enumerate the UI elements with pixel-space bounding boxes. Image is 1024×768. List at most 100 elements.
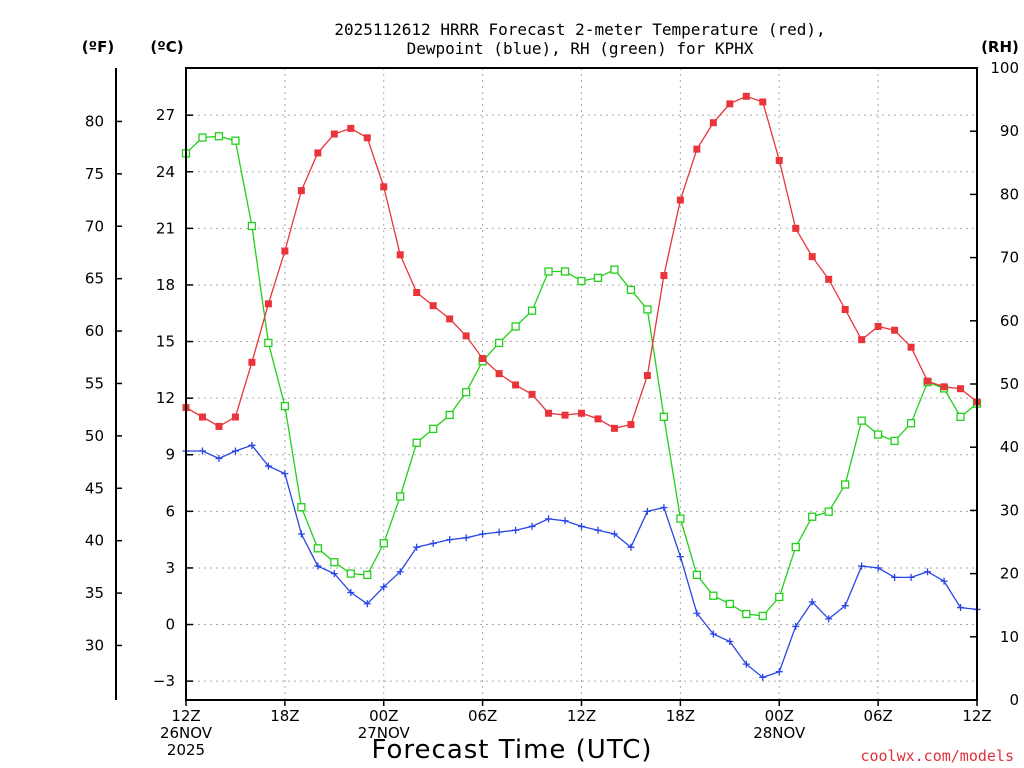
rh-tick-label: 100 [990, 59, 1019, 77]
plot-frame [185, 67, 978, 701]
rh-tick-label: 0 [1009, 691, 1019, 709]
data-point-dewpoint [924, 568, 932, 576]
credit-text: coolwx.com/models [860, 747, 1014, 765]
data-point-dewpoint [231, 447, 239, 455]
data-point-2-meter-temperature [792, 224, 800, 232]
data-point-rh [956, 412, 965, 422]
data-point-dewpoint [940, 577, 948, 585]
data-point-2-meter-temperature [610, 424, 618, 432]
data-point-dewpoint [676, 553, 684, 561]
data-point-2-meter-temperature [215, 422, 223, 430]
data-point-rh [429, 424, 438, 434]
data-point-rh [791, 542, 800, 552]
data-point-rh [857, 416, 866, 425]
data-point-2-meter-temperature [347, 124, 355, 132]
data-point-2-meter-temperature [709, 119, 717, 127]
data-point-rh [445, 410, 454, 420]
data-point-rh [280, 401, 290, 411]
celsius-tick-label: 15 [156, 333, 175, 351]
rh-tick-label: 10 [1000, 628, 1019, 646]
celsius-tick-label: 18 [156, 276, 175, 294]
data-point-rh [527, 306, 537, 315]
data-point-2-meter-temperature [231, 413, 239, 421]
data-point-dewpoint [907, 573, 915, 581]
data-point-2-meter-temperature [759, 98, 767, 106]
data-point-rh [758, 611, 767, 621]
data-point-2-meter-temperature [297, 187, 305, 195]
time-tick-label: 12Z [171, 707, 200, 725]
data-point-dewpoint [792, 622, 800, 630]
data-point-dewpoint [808, 598, 816, 606]
data-point-dewpoint [627, 543, 635, 551]
data-point-2-meter-temperature [561, 411, 569, 419]
time-tick-label: 06Z [468, 707, 497, 725]
time-tick-label: 28NOV [753, 724, 806, 742]
data-point-2-meter-temperature [545, 409, 553, 417]
data-point-2-meter-temperature [808, 253, 816, 261]
chart-title-line2: Dewpoint (blue), RH (green) for KPHX [407, 39, 754, 58]
data-point-2-meter-temperature [363, 134, 371, 142]
rh-unit-label: (RH) [981, 38, 1019, 56]
data-point-dewpoint [429, 539, 437, 547]
data-point-rh [692, 570, 702, 580]
data-point-2-meter-temperature [907, 343, 915, 351]
data-point-dewpoint [660, 504, 668, 512]
time-tick-label: 00Z [369, 707, 398, 725]
data-point-dewpoint [413, 543, 421, 551]
fahrenheit-tick-label: 40 [85, 532, 104, 550]
celsius-tick-label: 6 [165, 502, 175, 520]
data-point-dewpoint [314, 562, 322, 570]
data-point-rh [494, 338, 504, 348]
data-point-2-meter-temperature [924, 377, 932, 385]
data-point-dewpoint [495, 528, 503, 536]
data-point-dewpoint [841, 602, 849, 610]
data-point-2-meter-temperature [578, 409, 585, 417]
data-point-2-meter-temperature [281, 247, 289, 255]
data-point-dewpoint [248, 441, 256, 449]
data-point-2-meter-temperature [429, 302, 437, 310]
data-point-2-meter-temperature [248, 358, 256, 366]
data-point-rh [742, 609, 751, 619]
data-point-2-meter-temperature [940, 383, 948, 391]
time-tick-label: 26NOV [160, 724, 213, 742]
rh-tick-label: 50 [1000, 375, 1019, 393]
data-point-2-meter-temperature [462, 332, 470, 340]
data-point-dewpoint [264, 462, 272, 470]
data-point-dewpoint [891, 573, 899, 581]
data-point-2-meter-temperature [330, 130, 338, 138]
fahrenheit-tick-label: 35 [85, 584, 104, 602]
data-point-rh [725, 599, 734, 609]
data-point-dewpoint [643, 507, 651, 515]
time-tick-label: 18Z [270, 707, 299, 725]
data-point-dewpoint [545, 515, 553, 523]
data-point-2-meter-temperature [413, 289, 421, 297]
data-point-rh [676, 514, 685, 523]
data-point-2-meter-temperature [742, 92, 750, 100]
fahrenheit-tick-label: 50 [85, 427, 104, 445]
data-point-2-meter-temperature [264, 300, 272, 308]
data-point-dewpoint [347, 588, 355, 596]
celsius-tick-label: 24 [156, 163, 175, 181]
celsius-unit-label: (ºC) [150, 38, 183, 56]
data-point-rh [824, 507, 833, 516]
rh-tick-label: 30 [1000, 501, 1019, 519]
rh-tick-label: 90 [1000, 122, 1019, 140]
data-point-dewpoint [825, 615, 833, 623]
data-point-rh [906, 419, 916, 428]
data-point-2-meter-temperature [874, 322, 882, 330]
data-point-dewpoint [297, 530, 305, 538]
rh-tick-label: 40 [1000, 438, 1019, 456]
data-point-rh [396, 492, 405, 501]
data-point-dewpoint [446, 536, 454, 544]
data-point-2-meter-temperature [198, 413, 206, 421]
data-point-rh [593, 273, 603, 282]
data-point-dewpoint [330, 570, 338, 578]
data-point-dewpoint [594, 526, 602, 534]
fahrenheit-tick-label: 45 [85, 479, 104, 497]
data-point-dewpoint [281, 470, 289, 478]
data-point-dewpoint [561, 517, 569, 525]
data-point-rh [610, 265, 619, 274]
data-point-dewpoint [363, 600, 371, 608]
rh-tick-label: 70 [1000, 249, 1019, 267]
